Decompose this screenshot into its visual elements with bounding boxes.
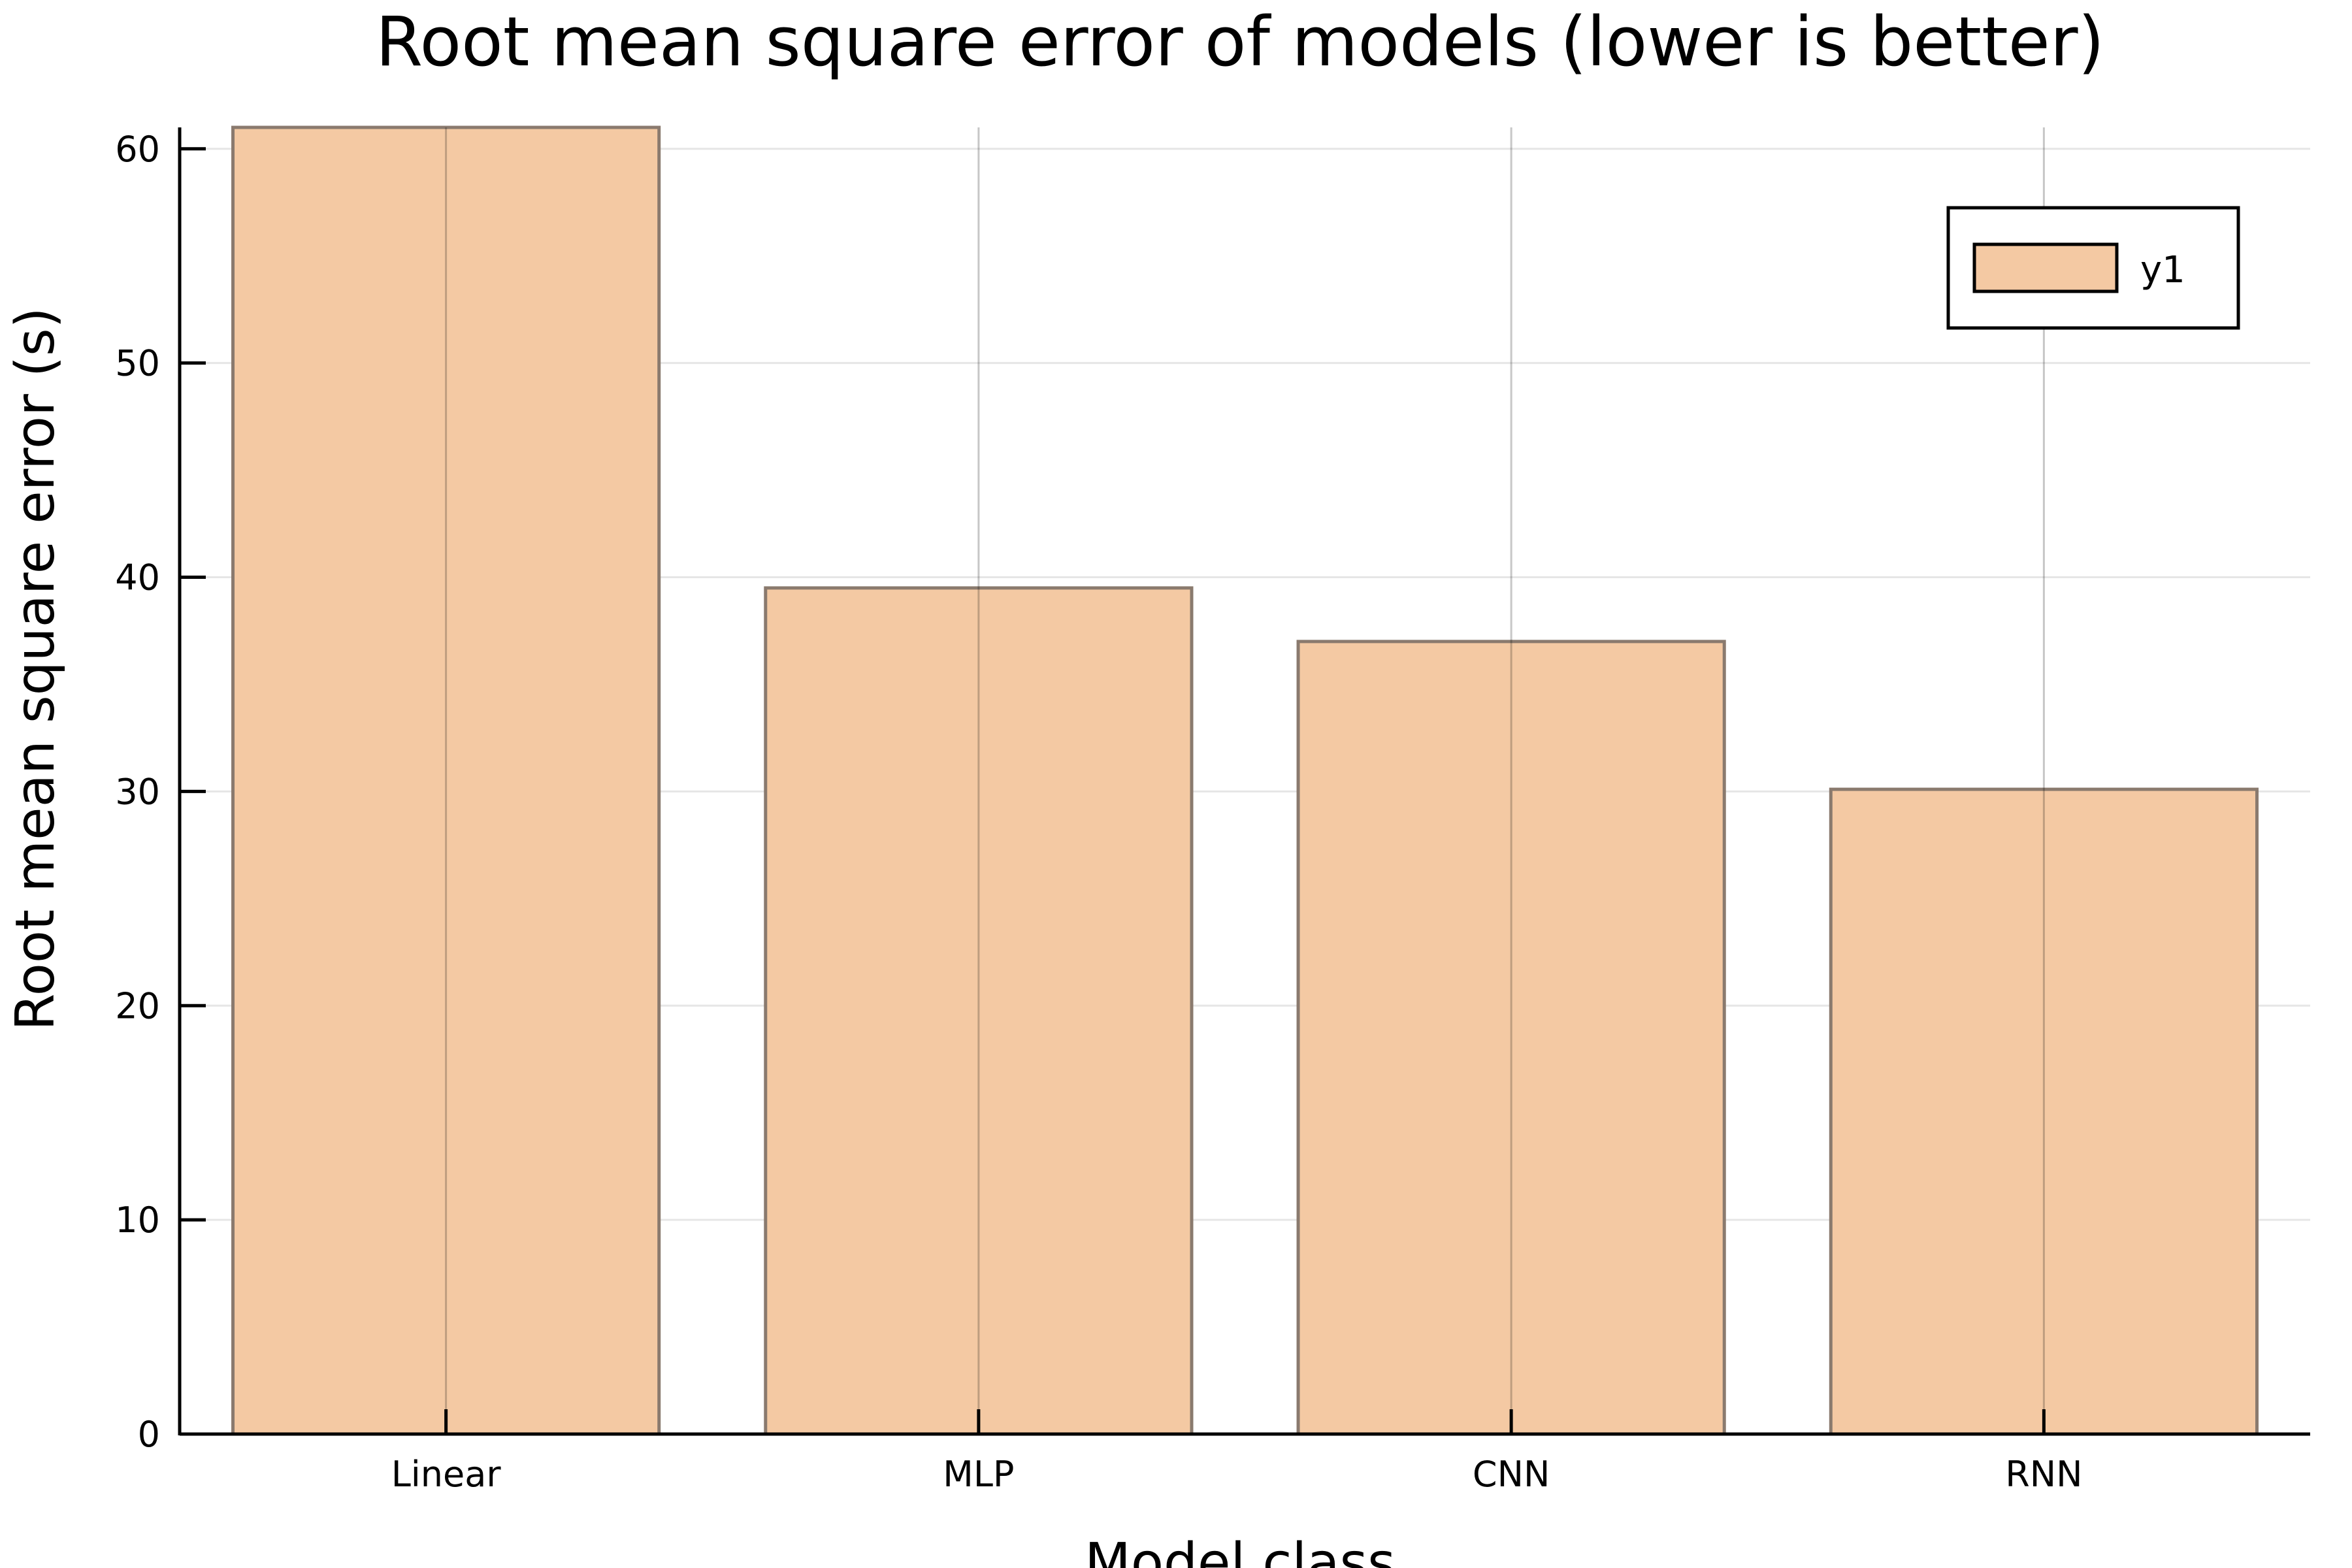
bar-rnn [1829,787,2259,1436]
legend-swatch [1972,242,2119,293]
chart-title: Root mean square error of models (lower … [376,2,2104,82]
y-tick-label-6: 60 [115,129,160,170]
axes [178,127,2310,1436]
y-tick-label-3: 30 [115,771,160,812]
y-axis-label: Root mean square error (s) [5,307,67,1030]
y-tick-label-2: 20 [115,985,160,1026]
vertical-grid-lines [445,127,2045,1434]
x-axis-label: Model class [1085,1532,1396,1568]
x-tick-label-mlp: MLP [943,1454,1014,1495]
legend-label-y1: y1 [2140,249,2185,291]
x-tick-label-rnn: RNN [2005,1454,2082,1495]
y-tick-label-5: 50 [115,343,160,384]
y-tick-label-4: 40 [115,557,160,598]
legend: y1 [1946,206,2240,330]
x-tick-label-linear: Linear [391,1454,502,1495]
x-tick-labels: Linear MLP CNN RNN [391,1409,2083,1495]
bar-mlp [764,586,1194,1436]
y-tick-label-1: 10 [115,1200,160,1241]
y-tick-label-0: 0 [138,1414,160,1455]
bar-cnn [1296,640,1726,1436]
x-tick-label-cnn: CNN [1473,1454,1550,1495]
y-tick-labels: 0 10 20 30 40 50 60 [115,129,206,1455]
bars [231,125,2259,1436]
